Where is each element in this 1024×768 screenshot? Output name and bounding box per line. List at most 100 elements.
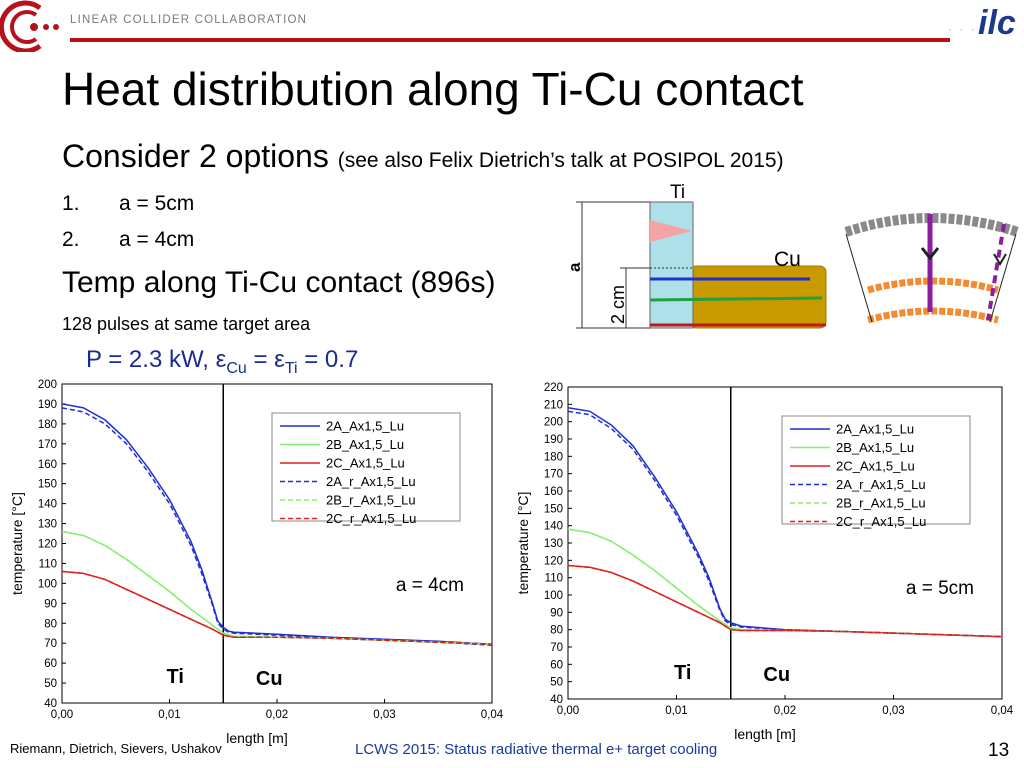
- y-tick-label: 140: [38, 499, 57, 511]
- y-tick-label: 180: [544, 451, 563, 463]
- y-tick-label: 170: [38, 439, 57, 451]
- chart-annotation: a = 4cm: [396, 575, 464, 596]
- y-axis-label: temperature [°C]: [9, 492, 25, 595]
- y-tick-label: 100: [38, 578, 57, 590]
- sector-edge: [989, 233, 1017, 323]
- x-tick-label: 0,02: [266, 709, 288, 721]
- y-tick-label: 180: [38, 419, 57, 431]
- legend-label: 2A_r_Ax1,5_Lu: [326, 474, 416, 489]
- option-number: 1.: [62, 192, 80, 215]
- cu-label: Cu: [774, 248, 801, 271]
- y-tick-label: 90: [550, 607, 563, 619]
- x-tick-label: 0,04: [991, 705, 1014, 717]
- arrow-down-icon: [993, 253, 1007, 266]
- y-tick-label: 160: [38, 459, 57, 471]
- legend-box: [781, 415, 971, 525]
- y-tick-label: 110: [39, 558, 57, 570]
- y-tick-label: 40: [44, 698, 57, 710]
- page-title: Heat distribution along Ti-Cu contact: [62, 63, 804, 115]
- ti-subscript: Ti: [284, 359, 298, 377]
- legend-label: 2A_Ax1,5_Lu: [326, 419, 404, 434]
- temp-heading: Temp along Ti-Cu contact (896s): [62, 266, 496, 299]
- chart-a5cm: 40 50 60 70 80 90 100 110 120 130 140 150 160 170 180 1…: [515, 382, 1014, 742]
- subtitle-main: Consider 2 options: [62, 138, 329, 174]
- y-tick-label: 60: [44, 658, 57, 670]
- y-tick-label: 170: [544, 469, 563, 481]
- y-tick-label: 70: [550, 642, 563, 654]
- y-tick-label: 220: [544, 382, 563, 394]
- y-tick-label: 60: [550, 659, 563, 671]
- x-tick-label: 0,01: [665, 705, 687, 717]
- series-line-blue-dashed: [567, 410, 1003, 638]
- region-label-ti: Ti: [167, 666, 184, 688]
- chart-annotation: a = 5cm: [906, 578, 974, 599]
- option-number: 2.: [62, 228, 80, 251]
- subtitle-note: (see also Felix Dietrich’s talk at POSIP…: [337, 149, 784, 172]
- y-tick-label: 70: [44, 638, 57, 650]
- region-label-cu: Cu: [763, 664, 790, 686]
- y-tick-label: 200: [544, 417, 563, 429]
- ti-label: Ti: [670, 182, 685, 203]
- legend-label: 2A_Ax1,5_Lu: [836, 422, 914, 437]
- x-tick-label: 0,01: [158, 709, 180, 721]
- chart-a4cm: 40 50 60 70 80 90 100 110 120 130 140 150 160 170 180 1…: [9, 379, 504, 746]
- y-tick-label: 80: [44, 618, 57, 630]
- y-tick-label: 80: [550, 625, 563, 637]
- cu-subscript: Cu: [226, 359, 247, 377]
- legend-label: 2C_Ax1,5_Lu: [836, 459, 915, 474]
- legend-label: 2B_r_Ax1,5_Lu: [326, 493, 416, 508]
- green-probe-line: [649, 296, 823, 302]
- y-tick-label: 130: [544, 538, 563, 550]
- epsilon-symbol: ε: [274, 346, 285, 373]
- option-item: 1. a = 5cm: [62, 192, 194, 216]
- y-tick-label: 150: [544, 503, 563, 515]
- x-tick-label: 0,03: [373, 709, 395, 721]
- y-tick-label: 40: [550, 694, 563, 706]
- legend-label: 2C_Ax1,5_Lu: [326, 456, 405, 471]
- beam-spot-icon: [650, 220, 692, 242]
- dim-2cm-label: 2 cm: [608, 285, 628, 324]
- x-tick-label: 0,03: [882, 705, 904, 717]
- a-label: a: [565, 262, 584, 272]
- y-tick-label: 140: [544, 521, 563, 533]
- purple-dashed-line: [986, 223, 1006, 321]
- x-tick-label: 0,00: [51, 709, 73, 721]
- y-tick-label: 120: [38, 539, 57, 551]
- equals-sign: =: [246, 346, 275, 373]
- option-text: a = 4cm: [119, 228, 195, 251]
- wheel-sector-sketch: [844, 213, 1020, 324]
- legend-label: 2B_Ax1,5_Lu: [326, 437, 404, 452]
- y-axis-label: temperature [°C]: [515, 492, 531, 595]
- y-tick-label: 100: [544, 590, 563, 602]
- sector-edge: [845, 233, 873, 323]
- y-tick-label: 50: [44, 678, 57, 690]
- gray-rim: [844, 213, 1020, 237]
- series-line-red-dashed: [567, 564, 1003, 638]
- lcc-logo-icon: [0, 0, 59, 52]
- y-tick-label: 210: [544, 399, 563, 411]
- org-name: LINEAR COLLIDER COLLABORATION: [70, 14, 308, 26]
- ti-block: [649, 201, 694, 329]
- orange-band: [867, 307, 999, 324]
- y-tick-label: 130: [38, 519, 57, 531]
- series-line-red-dashed: [61, 570, 493, 645]
- subtitle: Consider 2 options (see also Felix Dietr…: [62, 138, 784, 175]
- footer-conference: LCWS 2015: Status radiative thermal e+ t…: [355, 741, 718, 758]
- y-tick-label: 50: [550, 677, 563, 689]
- legend-label: 2B_r_Ax1,5_Lu: [836, 496, 926, 511]
- option-text: a = 5cm: [119, 192, 195, 215]
- legend-label: 2A_r_Ax1,5_Lu: [836, 477, 926, 492]
- x-tick-label: 0,02: [774, 705, 796, 717]
- region-label-cu: Cu: [256, 668, 283, 690]
- series-line-green-dashed: [61, 530, 493, 645]
- emissivity-value: = 0.7: [297, 346, 359, 373]
- y-tick-label: 90: [44, 598, 57, 610]
- y-tick-label: 200: [38, 379, 57, 391]
- y-tick-label: 150: [38, 479, 57, 491]
- x-axis-label: length [m]: [734, 726, 795, 742]
- y-tick-label: 190: [38, 399, 57, 411]
- y-tick-label: 160: [544, 486, 563, 498]
- y-tick-label: 120: [544, 555, 563, 567]
- orange-band: [867, 277, 999, 294]
- legend-box: [271, 412, 461, 522]
